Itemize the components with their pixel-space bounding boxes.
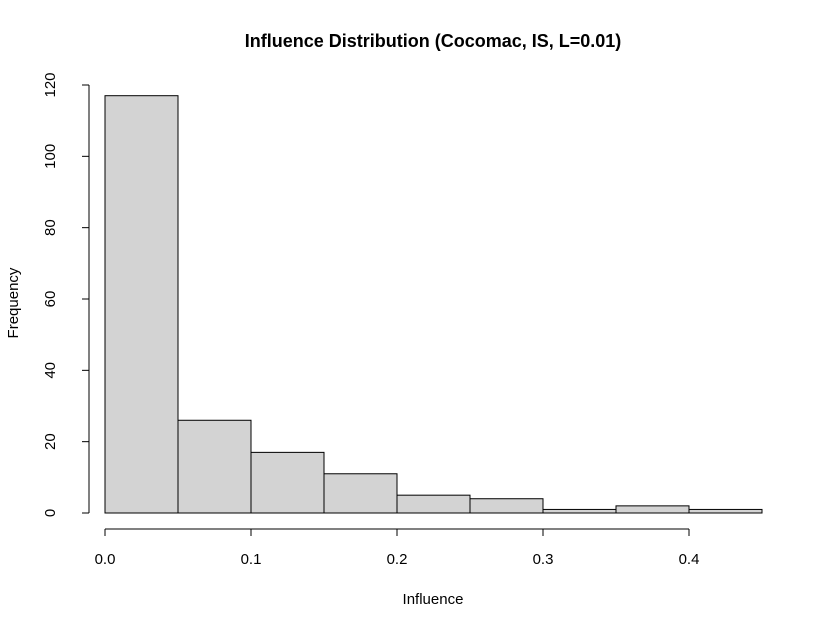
histogram-bar [396, 494, 471, 514]
y-tick-label: 80 [42, 219, 59, 236]
histogram-bar [323, 473, 398, 514]
y-tick-label: 40 [42, 362, 59, 379]
histogram-bar [104, 95, 179, 514]
x-axis: 0.0 0.1 0.2 0.3 0.4 [95, 528, 700, 568]
histogram-bar [469, 498, 544, 514]
y-tick-label: 120 [42, 72, 59, 97]
x-tick-label: 0.1 [241, 551, 262, 568]
x-tick-label: 0.4 [679, 551, 700, 568]
x-tick-label: 0.0 [95, 551, 116, 568]
y-tick-label: 100 [42, 144, 59, 169]
x-tick-label: 0.3 [533, 551, 554, 568]
histogram-bar [250, 451, 325, 514]
y-axis-label: Frequency [5, 267, 22, 338]
histogram-bar [688, 508, 763, 514]
x-tick-label: 0.2 [387, 551, 408, 568]
y-tick-label: 0 [42, 509, 59, 517]
histogram-bar [177, 419, 252, 514]
y-tick-label: 60 [42, 291, 59, 308]
y-tick-label: 20 [42, 433, 59, 450]
x-axis-label: Influence [403, 591, 464, 608]
chart-title: Influence Distribution (Cocomac, IS, L=0… [245, 31, 622, 51]
histogram-bar [615, 505, 690, 514]
histogram-bar [542, 508, 617, 514]
histogram-bars [104, 95, 763, 514]
y-axis: 0 20 40 60 80 100 120 [42, 72, 90, 517]
